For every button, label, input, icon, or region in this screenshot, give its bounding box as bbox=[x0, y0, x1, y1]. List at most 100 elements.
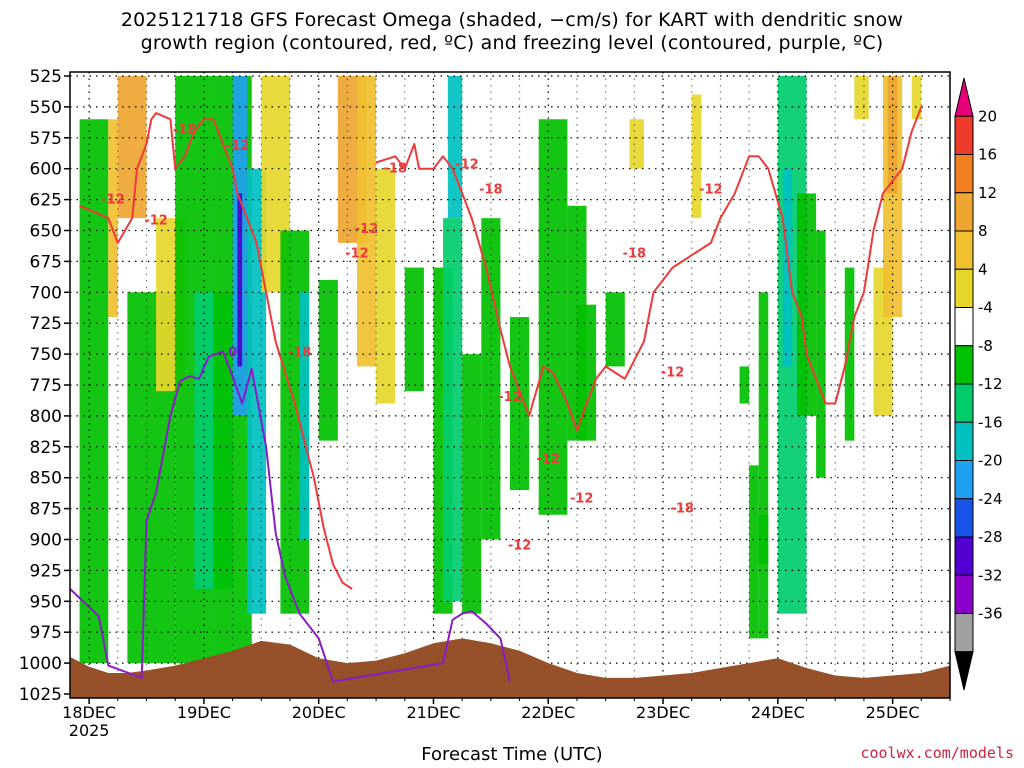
colorbar-label: 20 bbox=[978, 107, 997, 125]
x-tick-label: 22DEC bbox=[521, 703, 575, 722]
x-tick-label: 25DEC bbox=[866, 703, 920, 722]
colorbar-swatch bbox=[954, 498, 974, 538]
colorbar-label: 4 bbox=[978, 260, 988, 278]
colorbar-arrow-bottom bbox=[954, 651, 974, 691]
dgz-contour-label: -12 bbox=[537, 452, 561, 467]
colorbar-swatch bbox=[954, 307, 974, 347]
colorbar-label: -4 bbox=[978, 299, 993, 317]
omega-plume bbox=[108, 119, 118, 318]
dgz-contour-label: -12 bbox=[355, 222, 379, 237]
y-tick-label: 750 bbox=[30, 345, 62, 365]
colorbar-label: -8 bbox=[978, 337, 993, 355]
y-tick-label: 1000 bbox=[19, 654, 62, 674]
dgz-contour-line bbox=[79, 112, 353, 590]
y-tick-label: 575 bbox=[30, 129, 62, 149]
omega-plume bbox=[854, 76, 869, 120]
dgz-contour-label: -12 bbox=[508, 538, 532, 553]
y-tick-label: 800 bbox=[30, 407, 62, 427]
freezing-level-label: 0 bbox=[228, 346, 237, 361]
y-tick-label: 900 bbox=[30, 531, 62, 551]
omega-plume bbox=[576, 304, 597, 441]
y-tick-label: 600 bbox=[30, 160, 62, 180]
y-tick-label: 850 bbox=[30, 469, 62, 489]
x-tick-label: 24DEC bbox=[751, 703, 805, 722]
contour-layer: -12-12-18-12-18-12-18-12-12-18-12-12-12-… bbox=[70, 106, 923, 683]
colorbar-swatch bbox=[954, 421, 974, 461]
y-tick-label: 625 bbox=[30, 191, 62, 211]
grid-layer bbox=[70, 72, 951, 698]
omega-plume bbox=[376, 168, 396, 404]
terrain-layer bbox=[70, 638, 950, 698]
dgz-contour-label: -12 bbox=[345, 247, 369, 262]
omega-plume bbox=[79, 119, 109, 664]
omega-plume bbox=[443, 218, 463, 602]
y-tick-label: 650 bbox=[30, 222, 62, 242]
omega-plume bbox=[356, 76, 377, 367]
dgz-contour-label: -12 bbox=[455, 158, 479, 173]
dgz-contour-label: -12 bbox=[570, 491, 594, 506]
omega-plume bbox=[844, 267, 855, 441]
colorbar-swatch bbox=[954, 345, 974, 385]
omega-plume bbox=[462, 354, 482, 614]
colorbar-label: 8 bbox=[978, 222, 988, 240]
dgz-contour-label: -12 bbox=[226, 139, 250, 154]
y-tick-label: 675 bbox=[30, 252, 62, 272]
terrain-fill bbox=[70, 638, 950, 698]
dgz-contour-label: -18 bbox=[383, 161, 407, 176]
omega-plume bbox=[691, 94, 702, 219]
colorbar-label: -16 bbox=[978, 413, 1003, 431]
omega-plume bbox=[911, 76, 922, 120]
colorbar-swatch bbox=[954, 192, 974, 232]
colorbar-label: 16 bbox=[978, 146, 997, 164]
omega-plume bbox=[816, 230, 826, 478]
dgz-contour-label: -18 bbox=[670, 501, 694, 516]
colorbar: 20 16 12 8 4 -4 -8 -12 -16 -20 -24 -28 -32 -36 bbox=[954, 77, 1003, 691]
colorbar-label: -12 bbox=[978, 375, 1003, 393]
omega-plume bbox=[447, 76, 463, 219]
x-tick-sublabel: 2025 bbox=[69, 721, 110, 740]
colorbar-label: -24 bbox=[978, 490, 1003, 508]
y-tick-label: 725 bbox=[30, 314, 62, 334]
colorbar-label: -32 bbox=[978, 566, 1003, 584]
omega-plume bbox=[887, 76, 898, 194]
omega-plume bbox=[796, 193, 817, 416]
source-credit: coolwx.com/models bbox=[860, 744, 1014, 762]
chart-title-line-1: 2025121718 GFS Forecast Omega (shaded, −… bbox=[120, 9, 904, 31]
colorbar-label: -20 bbox=[978, 452, 1003, 470]
omega-plume bbox=[318, 279, 338, 441]
y-tick-label: 950 bbox=[30, 592, 62, 612]
omega-plume bbox=[749, 465, 759, 639]
omega-plume bbox=[629, 119, 644, 169]
dgz-contour-label: -12 bbox=[699, 182, 723, 197]
colorbar-swatch bbox=[954, 460, 974, 500]
dgz-contour-line bbox=[375, 106, 923, 432]
x-axis-label: Forecast Time (UTC) bbox=[421, 744, 603, 765]
omega-plume bbox=[538, 119, 568, 515]
axes-layer: 525 550 575 600 625 650 675 700 725 750 775 800 825 8… bbox=[19, 67, 951, 740]
y-tick-label: 1025 bbox=[19, 685, 62, 705]
colorbar-arrow-top bbox=[954, 77, 974, 117]
dgz-contour-label: -18 bbox=[173, 123, 197, 138]
chart-title-line-2: growth region (contoured, red, ºC) and f… bbox=[140, 32, 884, 54]
y-tick-label: 875 bbox=[30, 500, 62, 520]
y-tick-label: 525 bbox=[30, 67, 62, 87]
y-tick-label: 550 bbox=[30, 98, 62, 118]
omega-plume bbox=[117, 76, 147, 219]
dgz-contour-label: -12 bbox=[101, 192, 125, 207]
omega-plume bbox=[782, 168, 793, 367]
dgz-contour-label: -18 bbox=[288, 346, 312, 361]
colorbar-swatch bbox=[954, 268, 974, 308]
omega-plume bbox=[758, 514, 769, 639]
dgz-contour-label: -12 bbox=[144, 213, 168, 228]
dgz-contour-label: -18 bbox=[479, 182, 503, 197]
x-tick-label: 18DEC bbox=[62, 703, 116, 722]
y-tick-label: 775 bbox=[30, 376, 62, 396]
x-tick-label: 21DEC bbox=[406, 703, 460, 722]
dgz-contour-label: -18 bbox=[623, 247, 647, 262]
colorbar-label: 12 bbox=[978, 184, 997, 202]
x-tick-label: 19DEC bbox=[177, 703, 231, 722]
colorbar-label: -28 bbox=[978, 528, 1003, 546]
colorbar-swatch bbox=[954, 154, 974, 194]
colorbar-swatch bbox=[954, 613, 974, 653]
